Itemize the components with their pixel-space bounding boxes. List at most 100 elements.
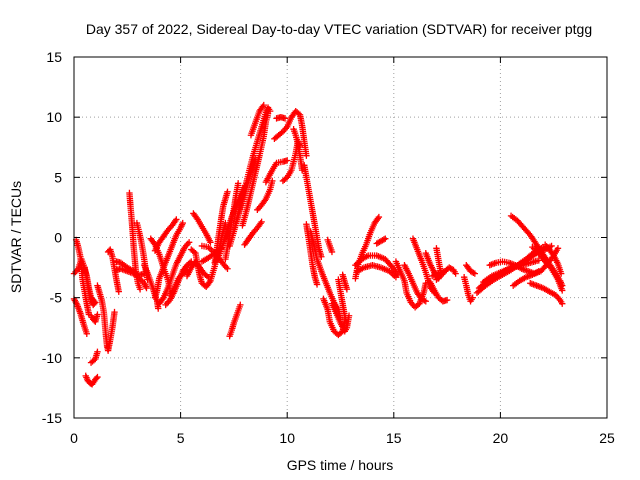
series-arc69 bbox=[529, 243, 566, 294]
y-tick-label: -10 bbox=[42, 350, 62, 366]
axes: 0 5 10 15 20 25 -15 -10 -5 0 5 10 15 bbox=[42, 49, 615, 446]
data-point bbox=[94, 348, 101, 356]
data-point bbox=[83, 330, 90, 337]
data-point bbox=[155, 305, 162, 312]
series-arc04 bbox=[82, 372, 101, 388]
x-axis-label: GPS time / hours bbox=[287, 457, 394, 473]
data-point bbox=[207, 239, 214, 246]
x-tick-label: 15 bbox=[386, 430, 402, 446]
series-arc05 bbox=[87, 348, 101, 366]
x-tick-label: 20 bbox=[493, 430, 509, 446]
series-arc67 bbox=[509, 267, 542, 289]
series-arc61 bbox=[460, 274, 476, 305]
series-arc70 bbox=[527, 280, 566, 307]
series-arc20 bbox=[166, 266, 191, 299]
data-point bbox=[452, 270, 459, 277]
series-arc60 bbox=[428, 267, 449, 280]
data-point bbox=[284, 157, 291, 164]
y-tick-label: 15 bbox=[46, 49, 62, 65]
series-arc30 bbox=[232, 104, 274, 226]
y-tick-label: 10 bbox=[46, 109, 62, 125]
data-point bbox=[185, 239, 193, 246]
series-arc03 bbox=[70, 295, 90, 337]
data-point bbox=[343, 320, 351, 328]
series-arc49 bbox=[352, 213, 383, 282]
grid-layer bbox=[74, 57, 607, 418]
series-arc23 bbox=[183, 258, 212, 281]
data-point bbox=[173, 216, 180, 223]
series-arc07 bbox=[87, 311, 101, 325]
series-arc37 bbox=[271, 107, 310, 159]
y-tick-label: -15 bbox=[42, 410, 62, 426]
data-point bbox=[313, 281, 321, 288]
data-point bbox=[470, 269, 477, 276]
data-point bbox=[260, 101, 267, 109]
series-arc40 bbox=[273, 113, 289, 122]
data-point bbox=[278, 129, 285, 137]
series-arc06 bbox=[81, 264, 99, 309]
data-point bbox=[179, 219, 186, 227]
data-points bbox=[70, 101, 566, 388]
series-arc32 bbox=[247, 101, 267, 139]
series-arc39 bbox=[290, 126, 306, 174]
series-arc42 bbox=[303, 221, 321, 288]
data-point bbox=[380, 236, 388, 243]
series-arc31 bbox=[239, 110, 272, 229]
data-point bbox=[303, 152, 310, 159]
data-point bbox=[224, 265, 231, 272]
data-point bbox=[115, 288, 122, 295]
series-arc17 bbox=[151, 219, 186, 301]
chart-title: Day 357 of 2022, Sidereal Day-to-day VTE… bbox=[86, 21, 592, 37]
series-arc41 bbox=[301, 162, 325, 260]
series-arc62 bbox=[463, 261, 479, 277]
series-arc35 bbox=[254, 177, 276, 214]
x-tick-label: 5 bbox=[177, 430, 185, 446]
data-point bbox=[382, 235, 389, 242]
series-arc53 bbox=[392, 258, 429, 311]
data-point bbox=[269, 177, 276, 185]
series-arc18 bbox=[156, 239, 193, 307]
data-point bbox=[422, 298, 429, 305]
data-point bbox=[559, 300, 566, 307]
series-arc71 bbox=[541, 241, 565, 277]
series-arc21 bbox=[190, 210, 214, 246]
data-point bbox=[559, 287, 566, 294]
data-point bbox=[469, 294, 476, 301]
data-point bbox=[328, 248, 336, 256]
series-arc47 bbox=[324, 236, 336, 256]
series-arc36 bbox=[262, 157, 291, 186]
data-point bbox=[343, 286, 351, 293]
data-point bbox=[421, 297, 428, 304]
data-point bbox=[94, 373, 101, 381]
data-point bbox=[234, 180, 242, 187]
data-point bbox=[441, 267, 449, 275]
data-point bbox=[258, 218, 265, 226]
data-point bbox=[281, 115, 289, 122]
data-point bbox=[471, 270, 479, 277]
series-arc51 bbox=[354, 261, 400, 281]
y-tick-label: 0 bbox=[54, 230, 62, 246]
series-arc57 bbox=[426, 278, 451, 305]
series-arc46 bbox=[335, 276, 351, 328]
data-point bbox=[92, 299, 99, 306]
data-point bbox=[190, 248, 198, 256]
series-arc33 bbox=[226, 301, 244, 340]
data-point bbox=[535, 267, 542, 275]
data-point bbox=[375, 213, 383, 221]
x-tick-label: 10 bbox=[279, 430, 295, 446]
data-point bbox=[392, 274, 400, 281]
data-point bbox=[111, 308, 118, 316]
series-arc08 bbox=[94, 282, 118, 354]
data-point bbox=[205, 274, 212, 281]
series-arc16 bbox=[151, 216, 180, 254]
data-point bbox=[203, 272, 211, 280]
series-arc12 bbox=[126, 189, 144, 293]
series-arc48 bbox=[339, 271, 351, 293]
series-arc52 bbox=[373, 235, 389, 247]
x-tick-label: 25 bbox=[599, 430, 615, 446]
data-point bbox=[143, 284, 150, 292]
series-arc54 bbox=[401, 261, 429, 305]
data-point bbox=[224, 188, 231, 195]
series-arc50 bbox=[352, 252, 402, 279]
data-point bbox=[264, 110, 272, 117]
